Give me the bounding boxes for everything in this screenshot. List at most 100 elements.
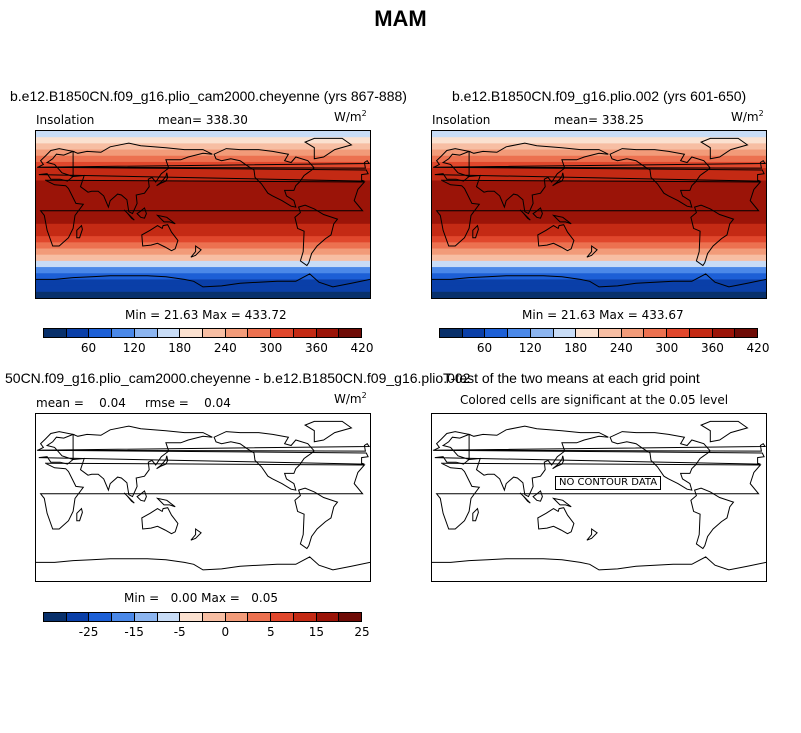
colorbar-2-swatch — [621, 329, 645, 337]
panel-4-map-coastline-sumatra — [519, 492, 531, 504]
colorbar-1-swatch — [134, 329, 158, 337]
colorbar-2-swatch — [689, 329, 713, 337]
panel-4-map-coastline-japan — [552, 455, 565, 470]
panel-3-minmax: Min = 0.00 Max = 0.05 — [124, 591, 278, 605]
colorbar-1-swatch — [89, 329, 113, 337]
panel-3-map-coastline-asia — [72, 425, 213, 498]
colorbar-1-swatch — [66, 329, 90, 337]
panel-4-map-coastline-australia — [537, 507, 575, 535]
colorbar-3-tick-label: -25 — [78, 625, 99, 639]
panel-1-map-coastline-greenland — [303, 137, 353, 160]
colorbar-2-swatch — [508, 329, 531, 337]
panel-4-map-coastline-newguinea — [551, 497, 572, 508]
panel-2-map-coastline-greenland — [699, 137, 749, 160]
colorbar-2-tick-label: 420 — [746, 341, 770, 355]
colorbar-1-swatch — [157, 329, 181, 337]
panel-2-map-coastline-borneo — [532, 207, 543, 219]
panel-3-map-coastline-madagascar — [76, 507, 83, 522]
panel-2-map-band — [432, 168, 766, 175]
colorbar-1-tick-label: 420 — [350, 341, 374, 355]
panel-4-map-coastline-antarctica — [432, 556, 766, 571]
panel-1-map-band — [36, 155, 370, 163]
panel-4-map-coastline-uk — [432, 443, 766, 452]
colorbar-2-tick-label: 180 — [564, 341, 588, 355]
colorbar-2-swatch — [735, 329, 758, 337]
colorbar-3-swatch — [66, 613, 90, 621]
panel-2-map-band — [432, 143, 766, 151]
panel-3-map-coastline-sumatra — [123, 492, 135, 504]
panel-1-map-coastline-uk — [36, 160, 370, 169]
panel-2-map-coastline-japan — [552, 172, 565, 187]
panel-2-units: W/m2 — [731, 109, 764, 124]
colorbar-1-swatch — [44, 329, 67, 337]
colorbar-3-swatch — [225, 613, 249, 621]
panel-2-map-band — [432, 267, 766, 274]
panel-2-map-band — [432, 155, 766, 163]
panel-1-map-coastline-madagascar — [76, 224, 83, 239]
panel-4-map-coastline-asia — [468, 425, 609, 498]
colorbar-3 — [43, 612, 362, 622]
panel-3-map-coastline-newguinea — [155, 497, 176, 508]
panel-2-mean-label: mean= 338.25 — [554, 113, 644, 127]
panel-2-map-band — [432, 260, 766, 268]
panel-2-map-coastline-antarctica — [432, 273, 766, 288]
panel-4-title: T-test of the two means at each grid poi… — [443, 370, 700, 386]
panel-3-map-coastline-borneo — [136, 490, 147, 502]
panel-2-map-coastline-asia — [468, 142, 609, 215]
panel-2-map-band — [432, 205, 766, 213]
panel-3-map — [35, 413, 371, 582]
panel-3-title: 50CN.f09_g16.plio_cam2000.cheyenne - b.e… — [5, 370, 471, 386]
panel-2-map-band — [432, 137, 766, 144]
panel-4-map: NO CONTOUR DATA — [431, 413, 767, 582]
panel-3-map-coastline-namerica — [213, 431, 316, 491]
colorbar-2-swatch — [530, 329, 554, 337]
panel-1-map-band — [36, 242, 370, 250]
colorbar-3-swatch — [134, 613, 158, 621]
panel-2-variable-label: Insolation — [432, 113, 491, 127]
colorbar-3-swatch — [248, 613, 272, 621]
panel-4-map-coastline-africa — [435, 462, 762, 530]
panel-1-map-band — [36, 223, 370, 231]
colorbar-2-swatch — [485, 329, 509, 337]
colorbar-1-tick-label: 360 — [304, 341, 328, 355]
panel-2-map-band — [432, 131, 766, 138]
colorbar-3-tick-label: 0 — [221, 625, 230, 639]
panel-1-map-band — [36, 217, 370, 225]
panel-2-map-coastline-samerica — [690, 204, 735, 267]
colorbar-3-swatch — [44, 613, 67, 621]
panel-1-map-band — [36, 254, 370, 262]
panel-2-map-coastline-nz — [586, 245, 598, 258]
panel-1-map-coastline-australia — [141, 224, 179, 252]
panel-4-map-coastline-samerica — [690, 487, 735, 550]
panel-2-map-band — [432, 242, 766, 250]
panel-1-map-coastline-asia — [72, 142, 213, 215]
panel-2-map-band — [432, 229, 766, 237]
panel-3-map-coastline-japan — [156, 455, 169, 470]
figure-title: MAM — [374, 6, 427, 31]
panel-1-map-coastline-newguinea — [155, 214, 176, 225]
colorbar-1-swatch — [271, 329, 294, 337]
colorbar-2-swatch — [599, 329, 622, 337]
panel-2-map-band — [432, 285, 766, 293]
colorbar-3-tick-label: 5 — [267, 625, 275, 639]
panel-3-units: W/m2 — [334, 391, 367, 406]
colorbar-1-tick-label: 180 — [168, 341, 192, 355]
panel-2-map-svg — [432, 131, 766, 298]
panel-2-map-band — [432, 236, 766, 243]
colorbar-2-tick-label: 240 — [609, 341, 633, 355]
panel-1-title: b.e12.B1850CN.f09_g16.plio_cam2000.cheye… — [10, 88, 407, 104]
colorbar-3-swatch — [180, 613, 204, 621]
panel-1-map-band — [36, 279, 370, 287]
panel-1-mean-label: mean= 338.30 — [158, 113, 248, 127]
panel-2-map-band — [432, 273, 766, 281]
colorbar-1-swatch — [112, 329, 135, 337]
colorbar-1-swatch — [180, 329, 204, 337]
panel-1-map-svg — [36, 131, 370, 298]
panel-2-map-band — [432, 291, 766, 298]
panel-4-subtitle: Colored cells are significant at the 0.0… — [460, 393, 729, 407]
panel-3-map-coastline-nz — [190, 528, 202, 541]
panel-1-map-coastline-japan — [156, 172, 169, 187]
panel-1-map-band — [36, 131, 370, 138]
colorbar-2-tick-label: 60 — [476, 341, 493, 355]
panel-2-map-coastline-newguinea — [551, 214, 572, 225]
